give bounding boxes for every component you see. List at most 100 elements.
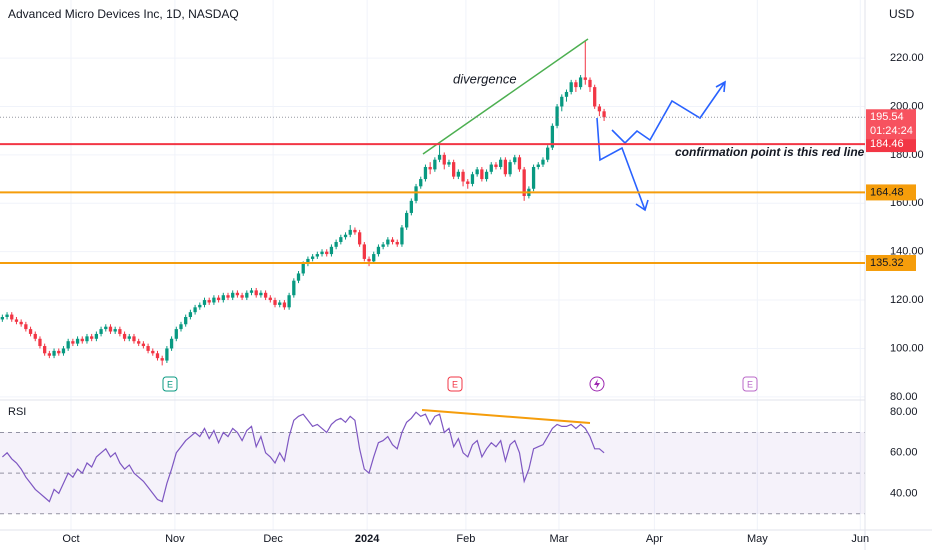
candle-body [362, 244, 366, 259]
y-tick-label: 100.00 [890, 342, 924, 354]
candle-body [390, 239, 395, 242]
candle-body [231, 292, 235, 298]
candle-body [517, 157, 522, 170]
scenario-arrow-up [611, 81, 726, 145]
candle-body [466, 181, 470, 184]
candle-body [470, 174, 475, 184]
x-tick-label: May [747, 533, 768, 545]
candle-body [414, 186, 418, 201]
candle-body [33, 333, 37, 339]
candle-body [574, 82, 578, 88]
candle-body [160, 358, 164, 361]
candle-body [113, 329, 117, 332]
candle-body [184, 316, 188, 325]
candle-body [353, 229, 357, 233]
candle-body [419, 179, 423, 187]
candle-body [268, 297, 272, 301]
y-tick-label: 140.00 [890, 246, 924, 258]
candle-body [28, 329, 33, 334]
candle-body [118, 329, 122, 334]
earnings-label: E [747, 379, 753, 389]
candle-body [583, 77, 587, 80]
candle-body [207, 300, 211, 303]
candle-body [320, 251, 324, 255]
candle-body [310, 256, 315, 259]
grid [0, 0, 865, 530]
candle-body [484, 171, 489, 180]
candle-body [165, 348, 169, 361]
candle-body [99, 329, 103, 334]
candle-body [80, 338, 84, 342]
level-label: 164.48 [870, 186, 904, 198]
candle-body [240, 295, 244, 298]
candle-body [202, 300, 207, 305]
rsi-band [0, 432, 865, 514]
earnings-icon[interactable] [447, 376, 463, 392]
candle-body [71, 341, 75, 344]
candle-body [259, 292, 263, 296]
candle-body [94, 333, 99, 339]
candle-body [263, 292, 268, 298]
candle-body [306, 258, 310, 264]
x-tick-label: Nov [165, 533, 185, 545]
candle-body [52, 350, 56, 356]
candle-body [292, 280, 296, 296]
arrow-head [635, 199, 649, 212]
annotation: divergence [453, 71, 517, 86]
level-tag [866, 136, 916, 153]
candle-body [522, 169, 526, 197]
candle-body [61, 348, 66, 354]
candle-body [376, 246, 381, 255]
candle-body [560, 96, 564, 107]
candle-body [90, 336, 94, 339]
earnings-icon[interactable] [742, 376, 758, 392]
candle-body [19, 321, 23, 325]
candle-body [503, 159, 508, 175]
rsi-title: RSI [8, 406, 26, 418]
candle-body [367, 258, 371, 262]
level-label: 135.32 [870, 257, 904, 269]
candle-body [456, 171, 461, 177]
x-tick-label: Mar [549, 533, 568, 545]
candle-body [66, 341, 70, 349]
candle-body [452, 162, 456, 177]
candle-body [287, 295, 291, 308]
x-tick-label: 2024 [355, 533, 380, 545]
candle-body [531, 166, 536, 189]
countdown: 01:24:24 [870, 125, 913, 137]
candle-body [282, 302, 287, 308]
earnings-icon[interactable] [162, 376, 178, 392]
last-price-tag [866, 109, 916, 140]
candle-body [437, 154, 442, 160]
candle-body [550, 125, 555, 148]
candle-body [169, 338, 174, 349]
candle-body [5, 314, 9, 317]
candle-body [75, 338, 80, 344]
candle-body [325, 251, 329, 255]
candle-body [38, 338, 42, 347]
scenario-arrow-down [596, 117, 646, 211]
candle-body [10, 314, 14, 320]
candle-body [245, 292, 249, 298]
candle-body [578, 77, 583, 88]
marks [0, 41, 606, 366]
earnings-label: E [167, 379, 173, 389]
candle-body [386, 239, 390, 245]
candle-body [329, 246, 334, 255]
earnings-label: E [452, 379, 458, 389]
candle-body [179, 324, 183, 330]
candle-body [151, 350, 155, 354]
candle-body [43, 346, 47, 354]
candle-body [127, 336, 131, 339]
candle-body [57, 350, 61, 354]
candle-body [475, 169, 479, 175]
candle-body [569, 82, 573, 92]
rsi-line [2, 411, 605, 503]
candle-body [447, 162, 451, 165]
level-tag [866, 184, 916, 201]
candle-body [343, 234, 348, 238]
candle-body [494, 164, 498, 167]
candle-body [593, 87, 597, 107]
x-tick-label: Oct [62, 533, 79, 545]
